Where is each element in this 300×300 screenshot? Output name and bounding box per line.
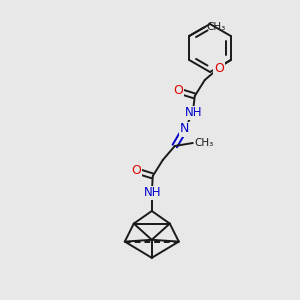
Text: O: O [214, 61, 224, 74]
Text: NH: NH [144, 187, 161, 200]
Text: N: N [180, 122, 190, 136]
Text: CH₃: CH₃ [207, 22, 226, 32]
Text: O: O [173, 83, 183, 97]
Text: NH: NH [185, 106, 202, 119]
Text: O: O [131, 164, 141, 176]
Text: CH₃: CH₃ [195, 138, 214, 148]
